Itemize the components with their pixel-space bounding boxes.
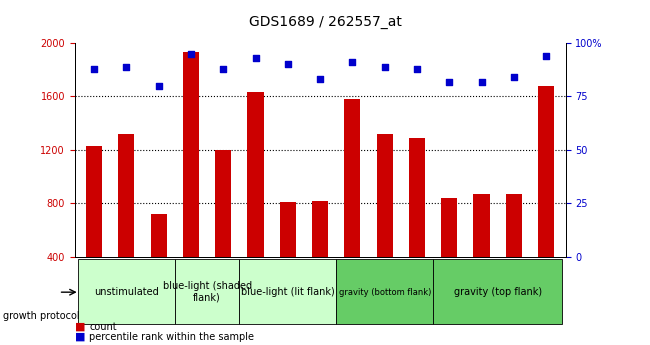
Bar (312, 200, 328, 257)
FancyBboxPatch shape (433, 259, 562, 324)
Bar (344, 99, 361, 257)
Point (347, 60, 358, 65)
Bar (473, 194, 489, 257)
Bar (248, 92, 264, 257)
Bar (409, 138, 425, 257)
FancyBboxPatch shape (336, 259, 433, 324)
FancyBboxPatch shape (175, 259, 239, 324)
Bar (118, 134, 135, 257)
Point (121, 64, 131, 69)
Text: GDS1689 / 262557_at: GDS1689 / 262557_at (248, 15, 402, 29)
Text: ■: ■ (75, 322, 85, 332)
Point (412, 66, 423, 71)
Bar (280, 202, 296, 257)
Point (153, 83, 164, 89)
Text: unstimulated: unstimulated (94, 287, 159, 297)
Point (283, 62, 293, 67)
Text: gravity (bottom flank): gravity (bottom flank) (339, 288, 431, 297)
Bar (215, 150, 231, 257)
Point (541, 53, 551, 59)
Text: blue-light (lit flank): blue-light (lit flank) (241, 287, 335, 297)
Point (380, 64, 390, 69)
Point (186, 51, 196, 57)
Point (250, 55, 261, 61)
Bar (538, 86, 554, 257)
Text: ■: ■ (75, 332, 85, 342)
Bar (506, 194, 522, 257)
Text: percentile rank within the sample: percentile rank within the sample (89, 332, 254, 342)
Bar (151, 214, 167, 257)
Point (218, 66, 228, 71)
Bar (441, 198, 458, 257)
Point (476, 79, 487, 84)
Text: gravity (top flank): gravity (top flank) (454, 287, 541, 297)
Text: growth protocol: growth protocol (3, 311, 80, 321)
Bar (86, 146, 102, 257)
Text: count: count (89, 322, 117, 332)
FancyBboxPatch shape (239, 259, 336, 324)
Bar (183, 52, 199, 257)
Bar (376, 134, 393, 257)
Point (444, 79, 454, 84)
Point (315, 77, 325, 82)
Point (89, 66, 99, 71)
Text: blue-light (shaded
flank): blue-light (shaded flank) (162, 282, 252, 303)
FancyBboxPatch shape (78, 259, 175, 324)
Point (509, 75, 519, 80)
